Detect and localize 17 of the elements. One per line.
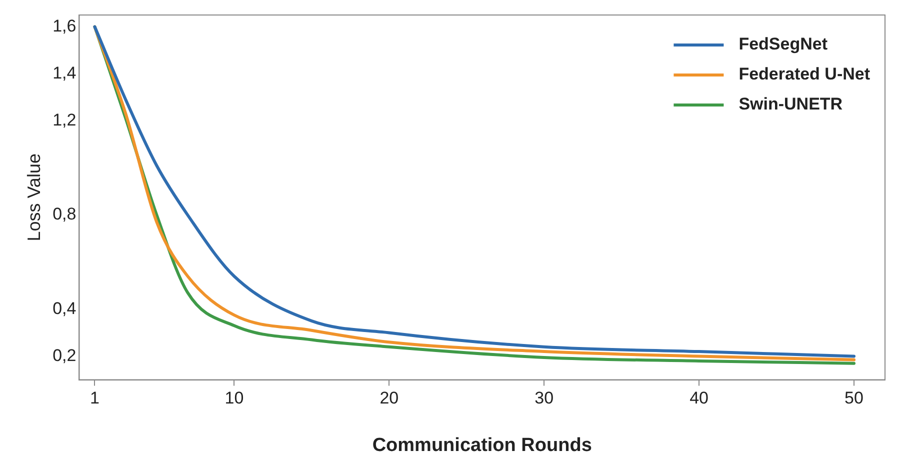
y-tick-label: 0,4 bbox=[52, 298, 76, 318]
x-tick-label: 40 bbox=[690, 388, 709, 408]
x-tick-label: 1 bbox=[90, 388, 100, 408]
y-tick-label: 0,8 bbox=[52, 204, 76, 224]
legend-label: Swin-UNETR bbox=[738, 94, 843, 114]
y-tick-label: 1,4 bbox=[52, 64, 76, 83]
legend-label: FedSegNet bbox=[738, 34, 828, 54]
legend-label: Federated U-Net bbox=[738, 64, 870, 84]
x-tick-label: 50 bbox=[844, 388, 864, 408]
x-tick-label: 10 bbox=[224, 388, 244, 408]
y-axis-title: Loss Value bbox=[24, 154, 44, 242]
y-tick-label: 0,2 bbox=[52, 346, 76, 365]
x-axis-title: Communication Rounds bbox=[372, 434, 592, 456]
x-tick-label: 20 bbox=[380, 388, 399, 408]
y-tick-label: 1,2 bbox=[52, 110, 76, 130]
y-tick-label: 1,6 bbox=[52, 16, 76, 36]
x-tick-label: 30 bbox=[534, 388, 554, 408]
